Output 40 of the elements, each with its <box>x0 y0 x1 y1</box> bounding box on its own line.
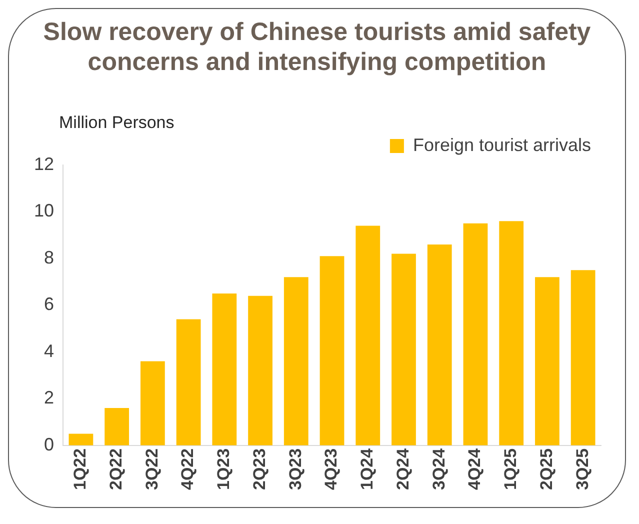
bar <box>499 221 524 446</box>
y-tick-label: 4 <box>44 340 54 361</box>
bar <box>463 223 488 446</box>
x-tick-label: 3Q23 <box>286 448 305 490</box>
bar <box>176 319 201 446</box>
y-tick-label: 2 <box>44 388 54 408</box>
y-tick-label: 12 <box>34 154 54 174</box>
x-tick-label: 4Q23 <box>322 448 341 490</box>
x-tick-label: 2Q23 <box>250 448 269 490</box>
bar <box>140 361 165 446</box>
bar <box>248 296 272 446</box>
y-tick-label: 0 <box>44 434 54 454</box>
bar <box>284 277 308 446</box>
y-tick-label: 6 <box>44 294 54 314</box>
x-tick-label: 2Q24 <box>393 448 412 490</box>
bar <box>212 294 237 446</box>
x-tick-label: 1Q23 <box>214 448 234 490</box>
x-tick-label: 2Q25 <box>536 448 556 490</box>
x-tick-label: 1Q25 <box>501 448 520 490</box>
y-tick-label: 10 <box>34 200 54 221</box>
y-axis-title: Million Persons <box>59 113 174 133</box>
x-tick-label: 1Q22 <box>70 448 90 490</box>
chart-title: Slow recovery of Chinese tourists amid safety concerns and intensifying competition <box>42 17 592 77</box>
bar <box>356 226 380 446</box>
bar <box>320 256 344 446</box>
x-tick-label: 3Q25 <box>572 448 592 490</box>
bar <box>535 277 560 446</box>
legend-label: Foreign tourist arrivals <box>412 134 592 155</box>
bar <box>392 254 416 446</box>
bar <box>104 408 130 446</box>
x-tick-label: 4Q22 <box>178 448 198 490</box>
bar <box>427 244 452 446</box>
bar <box>68 434 94 446</box>
x-tick-label: 3Q22 <box>142 448 162 490</box>
x-tick-label: 3Q24 <box>429 448 448 490</box>
bar <box>570 270 596 446</box>
x-tick-label: 1Q24 <box>358 448 377 490</box>
y-tick-label: 8 <box>44 247 54 268</box>
x-tick-label: 4Q24 <box>465 448 484 490</box>
x-tick-label: 2Q22 <box>106 448 126 490</box>
